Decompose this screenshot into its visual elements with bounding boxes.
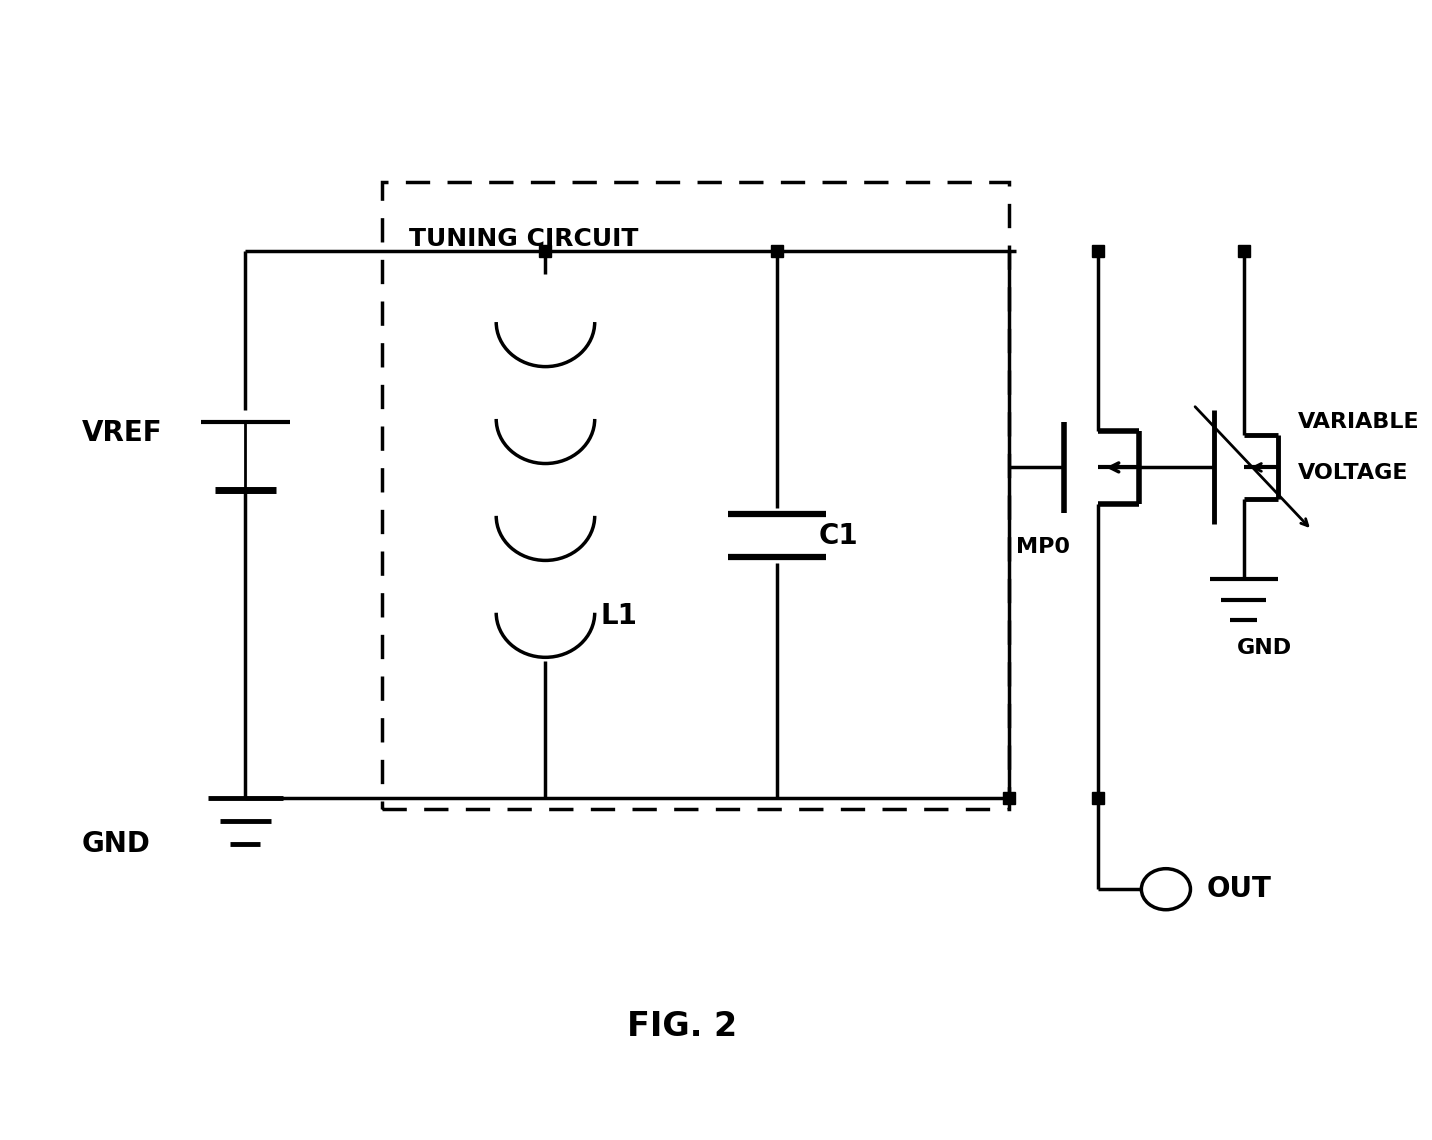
Text: VREF: VREF xyxy=(82,420,162,447)
Text: FIG. 2: FIG. 2 xyxy=(627,1010,737,1042)
Text: GND: GND xyxy=(82,830,150,857)
Text: OUT: OUT xyxy=(1207,876,1272,903)
Text: MP0: MP0 xyxy=(1015,537,1070,557)
Text: L1: L1 xyxy=(600,602,637,629)
Text: C1: C1 xyxy=(818,522,858,549)
Text: VOLTAGE: VOLTAGE xyxy=(1299,463,1409,483)
Text: TUNING CIRCUIT: TUNING CIRCUIT xyxy=(410,227,639,252)
Text: GND: GND xyxy=(1237,637,1292,658)
Bar xyxy=(382,182,1010,809)
Text: VARIABLE: VARIABLE xyxy=(1299,412,1419,432)
